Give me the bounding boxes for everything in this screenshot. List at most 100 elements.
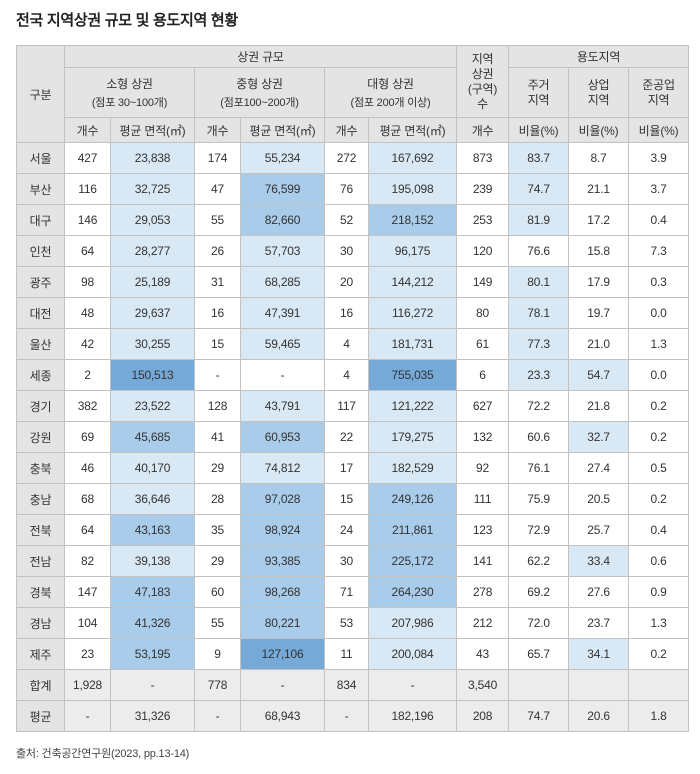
- data-cell: 29: [194, 452, 241, 484]
- region-cell: 광주: [16, 266, 65, 298]
- table-row: 경북 147 47,183 60 98,268 71 264,230 278 69.2 27.6 0…: [16, 576, 690, 608]
- data-cell: 27.6: [568, 576, 630, 608]
- data-cell: 6: [456, 359, 510, 391]
- data-cell: 195,098: [367, 173, 458, 205]
- data-cell: 3.9: [628, 142, 690, 174]
- data-cell: -: [64, 700, 111, 732]
- data-cell: 218,152: [367, 204, 458, 236]
- table-body: 서울 427 23,838 174 55,234 272 167,692 873 83.7 8.7…: [16, 142, 690, 732]
- data-cell: 74.7: [508, 173, 570, 205]
- data-cell: 24: [324, 514, 369, 546]
- table-row: 부산 116 32,725 47 76,599 76 195,098 239 74.7 21.1 3…: [16, 173, 690, 205]
- data-cell: 98,924: [240, 514, 325, 546]
- data-cell: 76.1: [508, 452, 570, 484]
- data-cell: 873: [456, 142, 510, 174]
- data-cell: 174: [194, 142, 241, 174]
- table-row: 울산 42 30,255 15 59,465 4 181,731 61 77.3 21.0 1.3: [16, 328, 690, 360]
- data-cell: 98: [64, 266, 111, 298]
- data-cell: 33.4: [568, 545, 630, 577]
- region-cell: 전북: [16, 514, 65, 546]
- data-cell: 167,692: [367, 142, 458, 174]
- data-cell: 0.4: [628, 514, 690, 546]
- data-cell: [628, 669, 690, 701]
- col-header-com-ratio: 비율(%): [568, 117, 630, 143]
- region-cell: 전남: [16, 545, 65, 577]
- data-cell: 82: [64, 545, 111, 577]
- data-cell: 74,812: [240, 452, 325, 484]
- data-cell: 52: [324, 204, 369, 236]
- region-cell: 강원: [16, 421, 65, 453]
- table-row: 합계 1,928-778-834-3,540: [16, 669, 690, 701]
- data-cell: 29: [194, 545, 241, 577]
- data-cell: 23.7: [568, 607, 630, 639]
- data-cell: 17: [324, 452, 369, 484]
- data-cell: 149: [456, 266, 510, 298]
- data-cell: 264,230: [367, 576, 458, 608]
- data-cell: 4: [324, 328, 369, 360]
- data-cell: 47: [194, 173, 241, 205]
- data-cell: 123: [456, 514, 510, 546]
- data-cell: 78.1: [508, 297, 570, 329]
- region-cell: 대구: [16, 204, 65, 236]
- data-cell: 0.0: [628, 297, 690, 329]
- col-header-large-group: 대형 상권 (점포 200개 이상): [323, 67, 458, 118]
- data-cell: 71: [324, 576, 369, 608]
- source-note: 출처: 건축공간연구원(2023, pp.13-14): [16, 748, 190, 760]
- table-row: 대전 48 29,637 16 47,391 16 116,272 80 78.1 19.7 0.0: [16, 297, 690, 329]
- data-cell: 65.7: [508, 638, 570, 670]
- col-header-size-group: 상권 규모: [63, 45, 458, 68]
- table-row: 인천 64 28,277 26 57,703 30 96,175 120 76.6 15.8 7.3: [16, 235, 690, 267]
- data-cell: 98,268: [240, 576, 325, 608]
- data-cell: 80,221: [240, 607, 325, 639]
- data-cell: 249,126: [367, 483, 458, 515]
- data-cell: 54.7: [568, 359, 630, 391]
- data-cell: 28: [194, 483, 241, 515]
- data-cell: 104: [64, 607, 111, 639]
- data-cell: 25.7: [568, 514, 630, 546]
- data-cell: 0.3: [628, 266, 690, 298]
- data-cell: 208: [456, 700, 510, 732]
- col-header-medium-count: 개수: [194, 117, 241, 143]
- data-cell: 55: [194, 607, 241, 639]
- small-group-subtitle: (점포 30~100개): [91, 97, 168, 109]
- data-cell: 0.5: [628, 452, 690, 484]
- data-cell: 23: [64, 638, 111, 670]
- data-cell: 28,277: [110, 235, 195, 267]
- data-cell: 72.2: [508, 390, 570, 422]
- data-cell: 74.7: [508, 700, 570, 732]
- data-cell: 68,943: [240, 700, 325, 732]
- data-cell: 61: [456, 328, 510, 360]
- region-cell: 합계: [16, 669, 65, 701]
- table-row: 평균 -31,326-68,943-182,196 208 74.7 20.6 1.8: [16, 700, 690, 732]
- data-cell: 128: [194, 390, 241, 422]
- data-cell: 0.2: [628, 483, 690, 515]
- data-cell: 239: [456, 173, 510, 205]
- data-cell: 147: [64, 576, 111, 608]
- data-cell: 225,172: [367, 545, 458, 577]
- data-cell: 211,861: [367, 514, 458, 546]
- region-cell: 제주: [16, 638, 65, 670]
- data-cell: 29,637: [110, 297, 195, 329]
- data-cell: 75.9: [508, 483, 570, 515]
- table-row: 서울 427 23,838 174 55,234 272 167,692 873 83.7 8.7…: [16, 142, 690, 174]
- data-cell: 15: [194, 328, 241, 360]
- data-cell: 0.6: [628, 545, 690, 577]
- data-cell: 82,660: [240, 204, 325, 236]
- data-cell: 68: [64, 483, 111, 515]
- data-cell: -: [194, 359, 241, 391]
- data-cell: 43,791: [240, 390, 325, 422]
- data-cell: 141: [456, 545, 510, 577]
- data-cell: 182,196: [367, 700, 458, 732]
- data-cell: 3,540: [456, 669, 510, 701]
- data-cell: 57,703: [240, 235, 325, 267]
- table-row: 경남 104 41,326 55 80,221 53 207,986 212 72.0 23.7 1…: [16, 607, 690, 639]
- data-cell: 212: [456, 607, 510, 639]
- data-cell: 116,272: [367, 297, 458, 329]
- data-cell: 21.0: [568, 328, 630, 360]
- data-cell: 53: [324, 607, 369, 639]
- data-cell: 64: [64, 514, 111, 546]
- region-cell: 충북: [16, 452, 65, 484]
- data-cell: -: [324, 700, 369, 732]
- data-cell: 22: [324, 421, 369, 453]
- data-cell: 132: [456, 421, 510, 453]
